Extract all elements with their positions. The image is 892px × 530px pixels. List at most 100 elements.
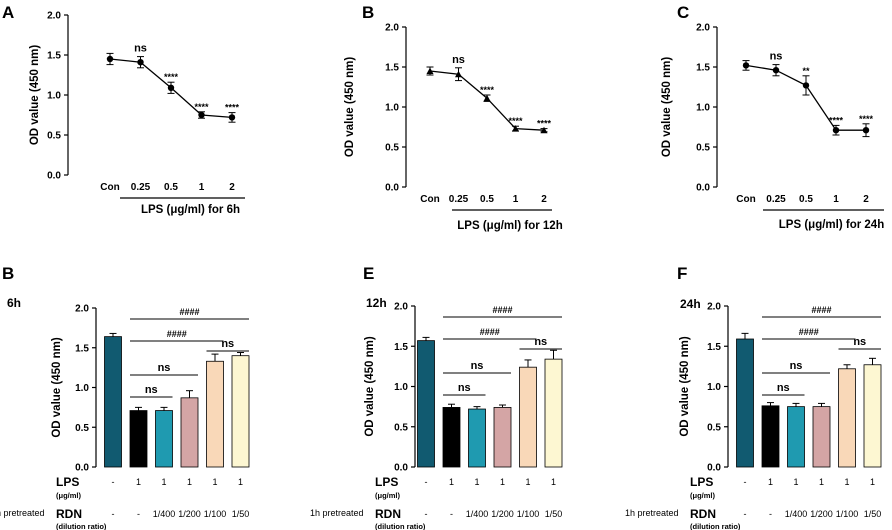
data-point (426, 67, 434, 74)
rdn-value: 1/400 (466, 509, 489, 519)
bar (180, 397, 199, 468)
y-tick-label: 2.0 (385, 23, 399, 34)
y-tick-label: 0.5 (385, 143, 399, 154)
bar (761, 405, 780, 468)
lps-value: 1 (136, 477, 141, 487)
rdn-value: 1/100 (517, 509, 540, 519)
lps-value: 1 (212, 477, 217, 487)
lps-unit-label: (μg/ml) (56, 491, 82, 500)
y-tick-label: 2.0 (707, 302, 721, 313)
lps-value: 1 (187, 477, 192, 487)
significance-label: **** (537, 119, 552, 129)
y-axis-label: OD value (450 nm) (679, 336, 691, 437)
rdn-value: - (112, 509, 115, 519)
panel-title: 12h (366, 296, 387, 310)
lps-value: - (744, 477, 747, 487)
bar-panel-e: E 12h 0.0 0.5 1.0 1.5 2.0 OD value (450 nm) ####… (310, 264, 563, 530)
rdn-row-label: RDN (56, 507, 82, 521)
panel-letter: B (362, 3, 374, 22)
bar (787, 406, 805, 468)
panel-letter: A (2, 3, 14, 22)
lps-value: 1 (551, 477, 556, 487)
rdn-value: 1/50 (864, 509, 882, 519)
lps-value: 1 (819, 477, 824, 487)
significance-label: ns (221, 338, 234, 350)
lps-value: 1 (449, 477, 454, 487)
lps-value: 1 (238, 477, 243, 487)
significance-label: #### (167, 329, 187, 339)
x-tick-label: 2 (863, 194, 869, 205)
pretreat-label: 1h pretreated (625, 508, 679, 518)
bar (863, 364, 882, 468)
significance-label: ns (145, 384, 158, 396)
bar-panel-f: F 24h 0.0 0.5 1.0 1.5 2.0 OD value (450 nm) ####… (625, 264, 882, 530)
rdn-value: - (769, 509, 772, 519)
lps-unit-label: (μg/ml) (375, 491, 401, 500)
data-point (862, 127, 870, 134)
x-axis-label: LPS (μg/ml) for 24h (779, 219, 884, 231)
rdn-value: 1/100 (204, 509, 227, 519)
significance-label: #### (179, 307, 199, 317)
x-tick-label: 1 (513, 194, 519, 205)
y-tick-label: 0.0 (394, 463, 408, 474)
x-tick-label: 0.5 (799, 194, 813, 205)
y-axis-label: OD value (450 nm) (344, 57, 356, 158)
data-point (742, 62, 750, 69)
rdn-value: 1/100 (836, 509, 859, 519)
significance-label: ns (770, 51, 783, 63)
bar (838, 368, 856, 468)
bar (468, 408, 486, 468)
significance-label: ns (471, 360, 484, 372)
data-point (772, 67, 780, 74)
data-point (137, 59, 144, 66)
y-tick-label: 1.5 (75, 343, 89, 354)
y-axis-label: OD value (450 nm) (364, 336, 376, 437)
bar (104, 336, 122, 468)
y-tick-label: 2.0 (696, 23, 710, 34)
y-tick-label: 1.0 (394, 382, 408, 393)
lps-value: 1 (844, 477, 849, 487)
y-tick-label: 2.0 (47, 11, 61, 22)
x-axis-label: LPS (μg/ml) for 6h (141, 204, 240, 216)
bar (812, 406, 831, 468)
significance-label: #### (480, 327, 500, 337)
y-tick-label: 0.5 (696, 143, 710, 154)
rdn-value: 1/400 (153, 509, 176, 519)
x-tick-label: Con (420, 194, 439, 205)
significance-label: **** (859, 114, 874, 124)
y-axis-label: OD value (450 nm) (29, 45, 41, 146)
data-point (483, 94, 491, 102)
panel-letter: F (677, 264, 687, 283)
bar (231, 355, 250, 468)
y-tick-label: 2.0 (394, 302, 408, 313)
significance-label: ns (777, 382, 790, 394)
lps-row-label: LPS (690, 475, 713, 489)
lps-value: 1 (161, 477, 166, 487)
lps-value: 1 (870, 477, 875, 487)
y-tick-label: 1.0 (385, 103, 399, 114)
lps-value: 1 (500, 477, 505, 487)
x-tick-label: 1 (199, 182, 205, 193)
lps-value: 1 (474, 477, 479, 487)
significance-label: **** (829, 115, 844, 125)
x-tick-label: 1 (833, 194, 839, 205)
x-tick-label: Con (736, 194, 755, 205)
y-tick-label: 0.5 (47, 131, 61, 142)
rdn-value: 1/200 (491, 509, 514, 519)
data-point (512, 125, 519, 132)
x-tick-label: 0.25 (449, 194, 469, 205)
y-tick-label: 1.5 (696, 63, 710, 74)
x-tick-label: 2 (229, 182, 235, 193)
x-tick-label: 0.25 (766, 194, 786, 205)
x-tick-label: Con (100, 182, 119, 193)
significance-label: **** (164, 72, 179, 82)
bar (544, 358, 563, 468)
rdn-value: 1/200 (810, 509, 833, 519)
y-tick-label: 0.0 (385, 183, 399, 194)
y-tick-label: 1.0 (696, 103, 710, 114)
y-tick-label: 0.0 (75, 463, 89, 474)
lps-value: - (112, 477, 115, 487)
data-point (455, 70, 462, 78)
bar (155, 410, 173, 468)
significance-label: #### (799, 327, 819, 337)
